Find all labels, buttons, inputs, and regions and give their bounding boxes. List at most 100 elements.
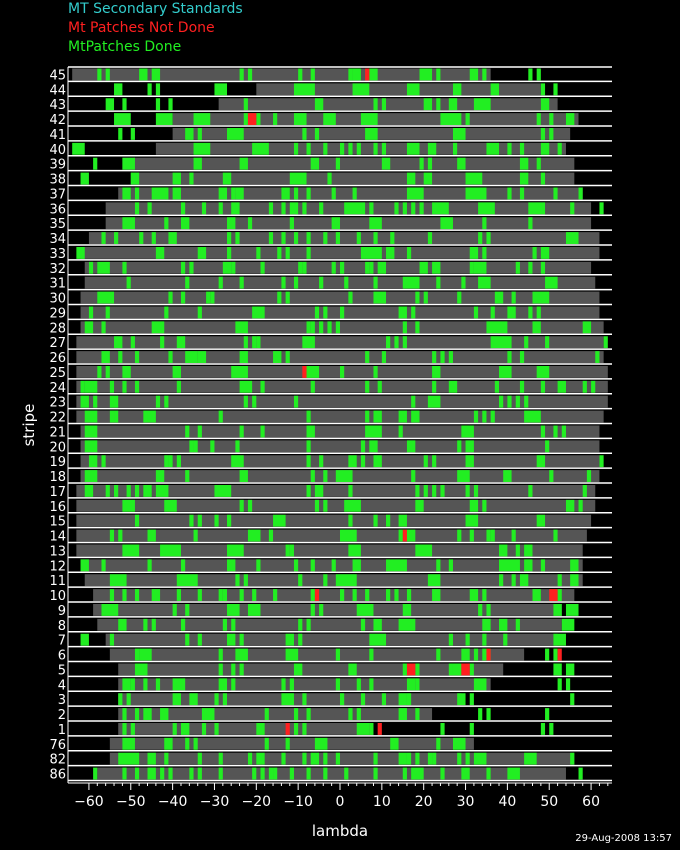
done-patch-6-13 (553, 648, 558, 661)
done-patch-34-3 (151, 232, 156, 244)
done-patch-37-14 (507, 187, 512, 200)
done-patch-28-1 (101, 321, 106, 334)
done-patch-43-7 (381, 98, 387, 111)
done-patch-86-25 (578, 767, 583, 780)
done-patch-6-6 (369, 648, 374, 661)
done-patch-29-5 (314, 306, 320, 319)
y-tick-label-13: 13 (49, 544, 66, 559)
done-patch-14-11 (486, 529, 491, 542)
done-patch-40-17 (540, 142, 550, 155)
done-patch-27-2 (160, 336, 165, 349)
done-patch-40-4 (306, 142, 311, 155)
done-patch-34-12 (335, 232, 340, 244)
done-patch-33-8 (360, 247, 382, 259)
done-patch-42-8 (360, 113, 378, 125)
done-patch-17-12 (423, 485, 428, 497)
done-patch-33-9 (386, 247, 395, 259)
done-patch-9-0 (101, 604, 119, 616)
done-patch-40-0 (72, 142, 85, 155)
done-patch-36-9 (302, 202, 307, 215)
done-patch-82-11 (335, 752, 340, 765)
done-patch-24-17 (582, 380, 587, 393)
done-patch-1-8 (302, 723, 307, 735)
done-patch-33-5 (277, 247, 282, 259)
done-patch-45-1 (105, 68, 110, 81)
done-patch-7-2 (185, 633, 190, 646)
done-patch-30-1 (168, 291, 173, 304)
done-patch-4-12 (406, 678, 416, 691)
y-tick-label-32: 32 (49, 262, 66, 277)
done-patch-8-13 (515, 618, 520, 631)
done-patch-24-9 (365, 380, 370, 393)
done-patch-76-8 (436, 737, 441, 750)
done-patch-28-13 (582, 321, 592, 334)
done-patch-23-3 (155, 395, 161, 408)
done-patch-31-5 (293, 276, 299, 289)
y-tick-label-20: 20 (49, 440, 66, 455)
done-patch-37-1 (134, 187, 140, 200)
done-patch-36-20 (570, 202, 575, 215)
done-patch-29-0 (88, 306, 94, 319)
coverage-bar-22 (76, 410, 604, 423)
done-patch-42-0 (114, 113, 131, 125)
done-patch-26-9 (365, 351, 370, 363)
done-patch-29-8 (398, 306, 407, 319)
not-done-patch-10-0 (314, 589, 320, 601)
done-patch-10-21 (532, 589, 541, 601)
done-patch-32-0 (88, 261, 94, 274)
done-patch-19-9 (360, 455, 366, 468)
done-patch-7-5 (239, 633, 244, 646)
done-patch-86-5 (168, 767, 173, 780)
done-patch-36-19 (528, 202, 546, 215)
done-patch-18-1 (155, 470, 165, 482)
done-patch-24-3 (122, 380, 127, 393)
done-patch-37-16 (553, 187, 558, 200)
done-patch-41-7 (365, 128, 378, 140)
done-patch-2-6 (264, 708, 269, 720)
done-patch-82-12 (373, 752, 378, 765)
done-patch-1-1 (130, 723, 135, 735)
y-tick-label-16: 16 (49, 500, 66, 515)
done-patch-27-11 (490, 336, 512, 349)
done-patch-38-9 (465, 172, 483, 185)
y-tick-label-44: 44 (49, 83, 66, 98)
done-patch-33-4 (256, 247, 261, 259)
done-patch-10-8 (239, 589, 244, 601)
done-patch-40-1 (193, 142, 211, 155)
done-patch-18-11 (549, 470, 554, 482)
done-patch-38-2 (172, 172, 181, 185)
done-patch-28-12 (532, 321, 541, 334)
done-patch-2-8 (306, 708, 311, 720)
done-patch-10-4 (176, 589, 181, 601)
coverage-bar-76 (109, 737, 474, 750)
done-patch-5-5 (348, 663, 357, 676)
done-patch-12-0 (80, 559, 89, 572)
done-patch-20-10 (465, 440, 474, 453)
done-patch-41-3 (197, 128, 202, 140)
done-patch-5-12 (565, 663, 575, 676)
done-patch-11-10 (519, 574, 529, 587)
not-done-patch-5-1 (461, 663, 470, 676)
done-patch-32-1 (97, 261, 110, 274)
done-patch-34-2 (139, 232, 144, 244)
legend: MT Secondary Standards Mt Patches Not Do… (68, 0, 243, 57)
done-patch-24-7 (260, 380, 265, 393)
done-patch-2-11 (398, 708, 407, 720)
done-patch-2-1 (134, 708, 140, 720)
done-patch-3-0 (118, 693, 123, 706)
done-patch-36-8 (289, 202, 299, 215)
done-patch-19-13 (465, 455, 474, 468)
done-patch-25-4 (231, 366, 248, 378)
done-patch-36-18 (478, 202, 495, 215)
done-patch-27-7 (302, 336, 315, 349)
not-done-patch-10-1 (549, 589, 558, 601)
done-patch-29-14 (536, 306, 541, 319)
done-patch-36-21 (599, 202, 604, 215)
y-tick-label-19: 19 (49, 455, 66, 470)
done-patch-32-16 (432, 261, 441, 274)
done-patch-20-11 (545, 440, 550, 453)
x-axis-label: lambda (312, 822, 368, 840)
done-patch-20-5 (306, 440, 311, 453)
done-patch-1-14 (549, 723, 554, 735)
done-patch-24-2 (109, 380, 115, 393)
